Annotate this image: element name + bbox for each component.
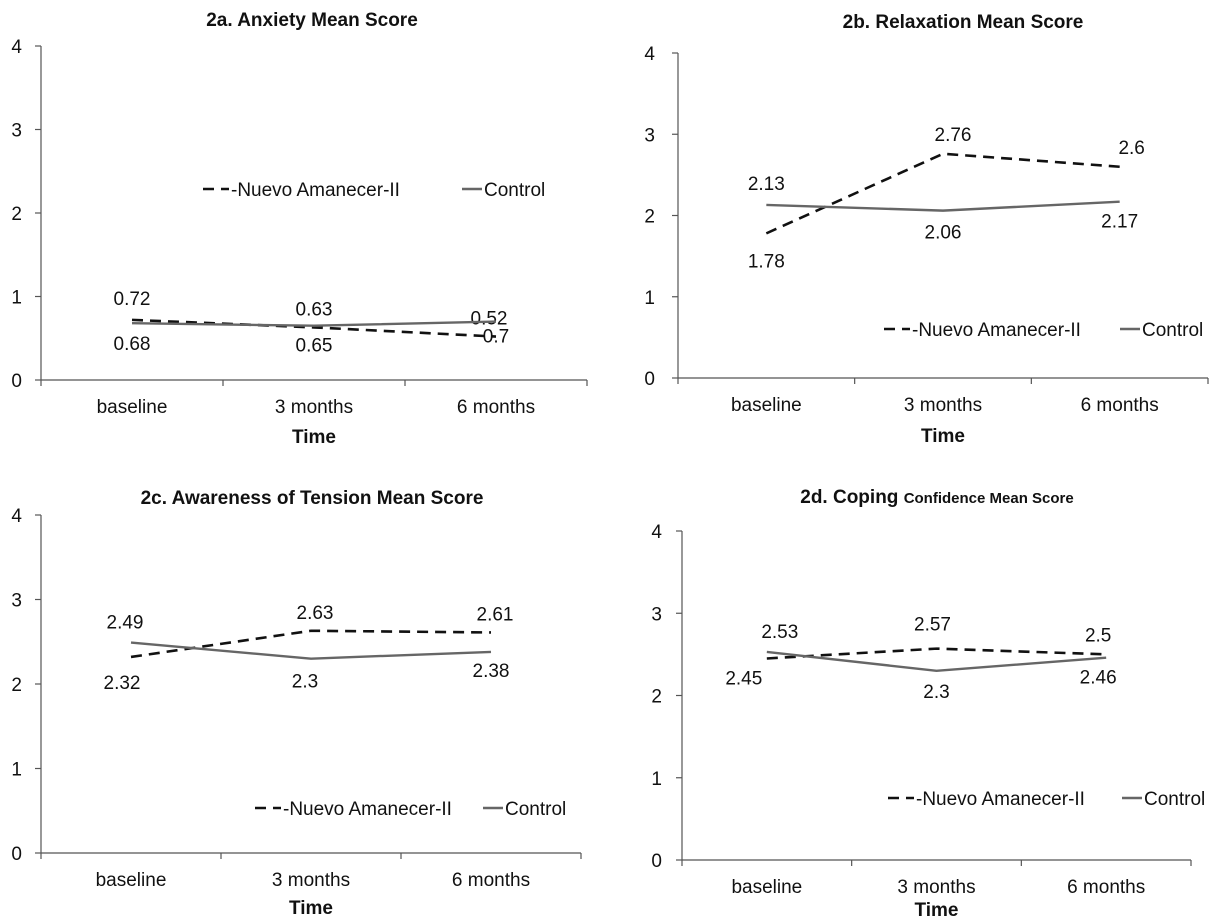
data-label: 0.63 [296,299,333,320]
data-label: 1.78 [748,251,785,272]
y-tick-label: 4 [651,522,662,543]
legend-label-control: Control [1144,789,1205,810]
data-label: 2.06 [925,223,962,244]
legend-label-nuevo-amanecer-text: Nuevo Amanecer-II [289,799,452,820]
chart-panel-3: 2c. Awareness of Tension Mean Score 0 1 2 3 4… [11,488,582,919]
chart-panel-4: 2d. Coping Confidence Mean Score 0 1 2 3 4 bas… [651,487,1205,920]
data-label: 2.17 [1101,212,1138,233]
y-tick-label: 2 [651,687,662,708]
x-tick-label: baseline [731,395,802,416]
legend-label-nuevo-amanecer: -Nuevo Amanecer-II [231,180,400,201]
data-label: 2.45 [725,668,762,689]
legend-label-nuevo-amanecer-text: Nuevo Amanecer-II [922,789,1085,810]
legend-label-nuevo-amanecer-text: Nuevo Amanecer-II [918,320,1081,341]
chart-title: 2a. Anxiety Mean Score [206,10,418,31]
y-tick-label: 1 [11,288,22,309]
series-line-nuevo-amanecer [131,318,497,338]
y-tick-label: 1 [651,769,662,790]
y-tick-label: 4 [11,506,22,527]
chart-title: 2c. Awareness of Tension Mean Score [141,488,484,509]
y-tick-label: 0 [651,851,662,872]
legend-label-nuevo-amanecer-text: Nuevo Amanecer-II [237,180,400,201]
y-tick-label: 4 [11,37,22,58]
y-tick-label: 1 [11,760,22,781]
series-line-control [130,641,492,660]
chart-panel-2: 2b. Relaxation Mean Score 0 1 2 3 4 baseline 3 … [644,12,1209,447]
y-tick-label: 0 [644,369,655,390]
series-line-control [766,650,1107,673]
data-label: 2.6 [1118,138,1144,159]
x-tick-label: 3 months [275,397,353,418]
series-line-nuevo-amanecer [765,152,1120,235]
x-axis-title: Time [289,898,333,919]
legend-label-control: Control [484,180,545,201]
data-label: 2.46 [1080,668,1117,689]
data-label: 2.3 [923,682,949,703]
legend-label-nuevo-amanecer: -Nuevo Amanecer-II [916,789,1085,810]
legend-label-nuevo-amanecer: -Nuevo Amanecer-II [283,799,452,820]
series-line-nuevo-amanecer [766,647,1107,660]
x-axis-title: Time [921,426,965,447]
x-tick-label: 6 months [1081,395,1159,416]
y-tick-label: 3 [11,121,22,142]
legend: -Nuevo Amanecer-II Control [888,789,1205,810]
y-tick-label: 4 [644,44,655,65]
chart-title-part-1: 2d. Coping [800,487,898,508]
data-label: 2.13 [748,174,785,195]
y-tick-label: 2 [11,675,22,696]
x-tick-label: 3 months [272,870,350,891]
y-tick-label: 3 [644,125,655,146]
legend-label-nuevo-amanecer: -Nuevo Amanecer-II [912,320,1081,341]
data-label: 2.5 [1085,625,1111,646]
y-tick-label: 3 [11,591,22,612]
series-line-control [131,320,497,327]
x-axis-title: Time [292,427,336,448]
legend-label-control: Control [505,799,566,820]
data-label: 2.63 [297,603,334,624]
data-label: 2.61 [477,604,514,625]
x-axis-title: Time [914,900,958,920]
data-label: 2.49 [107,613,144,634]
legend: -Nuevo Amanecer-II Control [255,799,566,820]
chart-panel-1: 2a. Anxiety Mean Score 0 1 2 3 4 baseline 3 mon… [11,10,588,448]
legend: -Nuevo Amanecer-II Control [203,180,545,201]
x-tick-label: 6 months [457,397,535,418]
data-label: 0.68 [114,334,151,355]
y-tick-label: 2 [11,204,22,225]
data-label: 2.53 [761,622,798,643]
data-label: 0.7 [483,327,509,348]
data-label: 0.72 [114,289,151,310]
y-tick-label: 0 [11,844,22,865]
data-label: 2.3 [292,672,318,693]
y-tick-label: 0 [11,371,22,392]
data-label: 2.38 [473,661,510,682]
data-label: 2.57 [914,615,951,636]
y-tick-label: 3 [651,604,662,625]
data-label: 2.76 [935,125,972,146]
x-tick-label: 6 months [452,870,530,891]
x-tick-label: baseline [96,870,167,891]
chart-title-part-2: Confidence Mean Score [904,490,1074,507]
x-tick-label: 3 months [897,877,975,898]
data-label: 2.32 [104,673,141,694]
legend: -Nuevo Amanecer-II Control [884,320,1203,341]
y-tick-label: 2 [644,207,655,228]
x-tick-label: baseline [731,877,802,898]
series-line-control [766,200,1120,212]
x-tick-label: 3 months [904,395,982,416]
legend-label-control: Control [1142,320,1203,341]
data-label: 0.52 [471,309,508,330]
x-tick-label: baseline [97,397,168,418]
y-tick-label: 1 [644,288,655,309]
chart-title: 2d. Coping Confidence Mean Score [800,487,1073,508]
x-tick-label: 6 months [1067,877,1145,898]
data-label: 0.65 [296,336,333,357]
chart-title: 2b. Relaxation Mean Score [843,12,1084,33]
